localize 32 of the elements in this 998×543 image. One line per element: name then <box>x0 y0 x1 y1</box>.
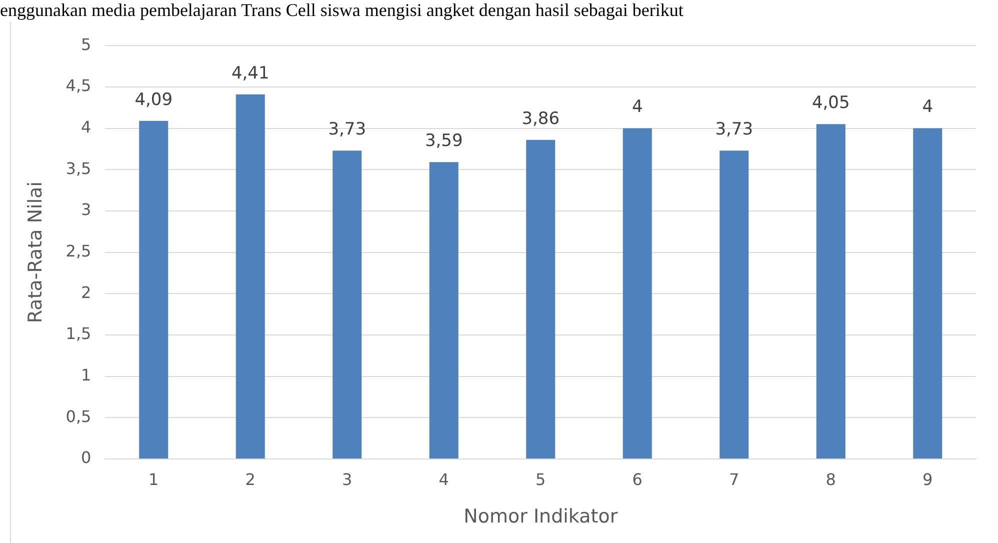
y-tick-label: 0 <box>81 448 92 468</box>
y-tick-label: 4 <box>81 117 92 136</box>
data-label: 4,41 <box>231 63 270 84</box>
x-tick-label: 8 <box>826 470 836 489</box>
x-tick-label: 2 <box>245 470 256 489</box>
y-axis-title: Rata-Rata Nilai <box>24 181 46 324</box>
data-label: 3,73 <box>715 120 754 140</box>
x-axis-title: Nomor Indikator <box>464 506 618 528</box>
x-tick-label: 5 <box>536 470 546 489</box>
x-tick-label: 4 <box>438 470 449 489</box>
data-label: 3,73 <box>328 120 366 140</box>
y-tick-label: 3 <box>81 200 92 220</box>
data-label: 4,09 <box>134 90 173 110</box>
data-label: 4,05 <box>812 93 850 114</box>
y-tick-label: 1 <box>81 365 92 384</box>
y-tick-label: 2,5 <box>66 241 92 260</box>
y-tick-label: 3,5 <box>66 158 92 178</box>
y-tick-label: 5 <box>81 34 92 54</box>
x-tick-label: 3 <box>342 470 352 489</box>
data-label: 4 <box>632 97 643 118</box>
y-tick-label: 2 <box>81 282 92 302</box>
x-tick-label: 1 <box>148 470 159 489</box>
data-label: 3,59 <box>424 131 463 152</box>
y-tick-label: 1,5 <box>66 324 92 344</box>
x-tick-label: 6 <box>632 470 642 489</box>
data-label: 4 <box>922 97 934 118</box>
x-tick-label: 9 <box>922 470 933 489</box>
data-label: 3,86 <box>522 108 560 129</box>
y-tick-label: 0,5 <box>66 406 92 426</box>
y-tick-label: 4,5 <box>66 76 92 96</box>
text: enggunakan media pembelajaran Trans Cell siswa mengisi angket dengan hasil sebagai berikut <box>0 0 684 22</box>
x-tick-label: 7 <box>729 470 740 489</box>
